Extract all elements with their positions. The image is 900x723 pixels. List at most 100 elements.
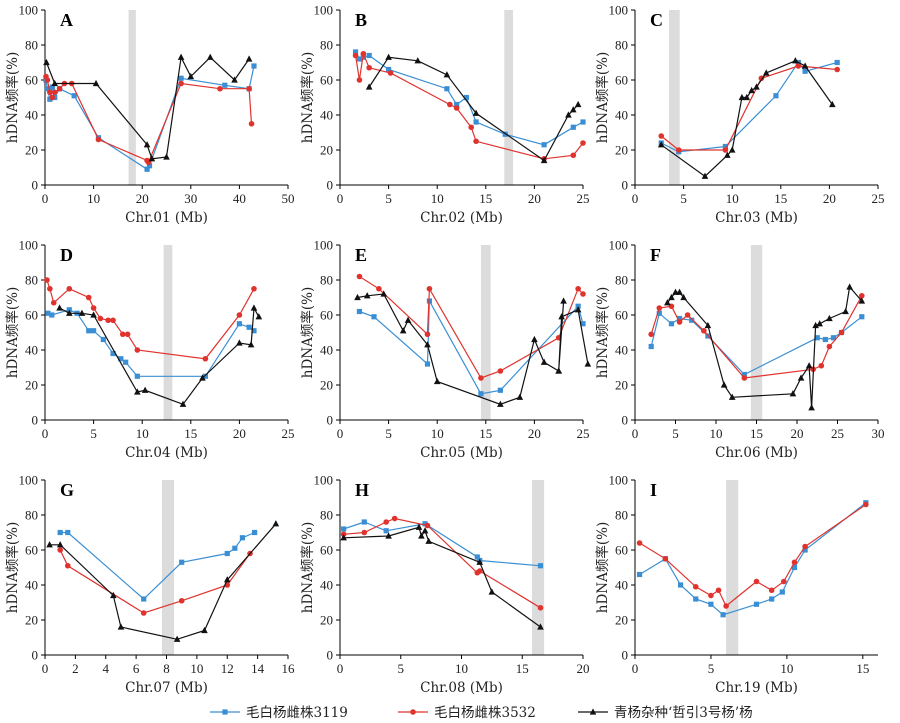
y-axis-title: hDNA频率(%)	[4, 52, 21, 143]
y-tick-label: 0	[622, 648, 629, 663]
data-point	[141, 386, 149, 393]
y-tick-label: 60	[615, 73, 628, 88]
series-group	[664, 283, 866, 411]
highlight-region	[161, 480, 175, 655]
data-point	[443, 71, 451, 78]
data-point	[574, 306, 582, 313]
data-point	[560, 297, 567, 304]
x-tick-label: 20	[528, 191, 541, 206]
data-point	[236, 321, 242, 327]
x-axis-title: Chr.07 (Mb)	[125, 680, 208, 696]
data-point	[829, 100, 836, 108]
data-point	[124, 331, 131, 338]
data-point	[773, 93, 779, 99]
data-point	[49, 312, 55, 318]
y-tick-label: 20	[615, 143, 628, 158]
data-point	[177, 53, 185, 60]
data-point	[781, 578, 787, 585]
data-point	[399, 327, 407, 334]
data-point	[144, 166, 150, 172]
x-tick-label: 2	[72, 661, 79, 676]
data-point	[816, 320, 823, 327]
chart-panel-a: 0 20 40 60 80 100 0 10 20 30 40 50 Chr.01 (Mb) hDNA频率…	[4, 3, 295, 227]
y-axis-title: hDNA频率(%)	[594, 522, 611, 613]
x-tick-label: 5	[398, 661, 405, 676]
x-tick-label: 25	[872, 191, 885, 206]
data-point	[414, 57, 422, 64]
series-line	[47, 309, 255, 377]
y-tick-label: 40	[320, 578, 333, 593]
data-point	[636, 540, 643, 546]
x-tick-label: 10	[726, 191, 739, 206]
data-point	[56, 85, 63, 92]
y-tick-label: 40	[615, 578, 628, 593]
x-tick-label: 10	[431, 191, 444, 206]
y-axis-title: hDNA频率(%)	[4, 287, 21, 378]
series-group	[658, 59, 840, 155]
data-point	[424, 341, 431, 348]
series-line	[46, 279, 255, 360]
data-point	[117, 623, 125, 630]
data-point	[51, 79, 59, 87]
data-point	[478, 375, 484, 381]
y-tick-label: 0	[327, 648, 334, 663]
data-point	[224, 550, 230, 557]
highlight-region	[504, 10, 514, 185]
data-point	[792, 57, 799, 64]
series-line	[49, 523, 277, 640]
data-point	[134, 373, 140, 379]
series-line	[359, 298, 584, 395]
data-point	[830, 335, 837, 341]
data-point	[340, 534, 347, 541]
y-tick-label: 20	[320, 143, 333, 158]
data-point	[433, 377, 441, 385]
x-tick-label: 0	[632, 191, 639, 206]
data-point	[768, 587, 775, 594]
series-group	[43, 63, 257, 172]
data-point	[251, 529, 258, 536]
data-point	[859, 314, 865, 320]
y-tick-label: 60	[320, 73, 333, 88]
x-tick-label: 0	[337, 426, 344, 441]
data-point	[391, 515, 398, 522]
data-point	[251, 63, 257, 69]
data-point	[356, 308, 363, 315]
data-point	[676, 319, 683, 325]
data-point	[119, 331, 126, 338]
data-point	[753, 601, 760, 607]
x-tick-label: 15	[750, 426, 763, 441]
y-tick-label: 80	[615, 508, 628, 523]
data-point	[570, 124, 576, 130]
data-point	[424, 331, 431, 338]
data-point	[818, 362, 825, 369]
data-point	[834, 59, 840, 66]
data-point	[580, 291, 586, 297]
x-tick-label: 5	[680, 191, 687, 206]
series-group	[356, 298, 586, 397]
chart-panel-g: 0 20 40 60 80 100 0 2 4 6 8 10 12 14 16 Chr.07 (Mb) hDNA…	[4, 473, 295, 697]
y-tick-label: 80	[320, 508, 333, 523]
data-point	[245, 55, 253, 62]
data-point	[648, 331, 654, 338]
y-tick-label: 60	[615, 308, 628, 323]
data-point	[541, 142, 547, 148]
x-tick-label: 5	[672, 426, 679, 441]
x-tick-label: 5	[385, 426, 392, 441]
x-tick-label: 10	[87, 191, 100, 206]
y-tick-label: 100	[19, 3, 39, 18]
x-tick-label: 5	[708, 661, 715, 676]
data-point	[791, 559, 798, 566]
highlight-region	[128, 10, 136, 185]
data-point	[580, 321, 586, 327]
data-point	[47, 285, 53, 292]
x-tick-label: 15	[774, 191, 787, 206]
data-point	[148, 155, 156, 162]
data-point	[45, 310, 51, 316]
y-axis-title: hDNA频率(%)	[594, 52, 611, 143]
data-point	[814, 335, 820, 341]
data-point	[202, 373, 208, 379]
data-point	[463, 94, 469, 101]
panel-letter: H	[355, 480, 369, 500]
x-tick-label: 10	[780, 661, 793, 676]
data-point	[352, 49, 359, 55]
